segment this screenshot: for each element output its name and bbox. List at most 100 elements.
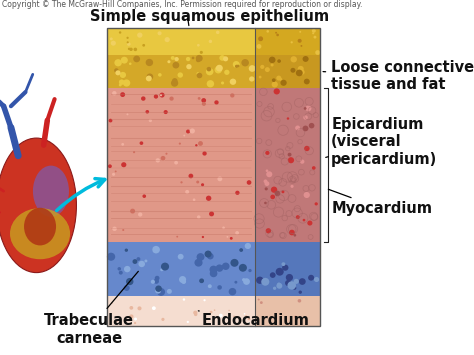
Ellipse shape xyxy=(24,208,56,245)
Circle shape xyxy=(120,72,126,78)
Circle shape xyxy=(127,113,128,115)
Text: Copyright © The McGraw-Hill Companies, Inc. Permission required for reproduction: Copyright © The McGraw-Hill Companies, I… xyxy=(2,0,362,9)
Circle shape xyxy=(216,31,219,34)
Circle shape xyxy=(111,40,116,46)
Circle shape xyxy=(281,80,287,86)
Circle shape xyxy=(198,141,203,146)
Circle shape xyxy=(196,181,199,184)
Circle shape xyxy=(142,44,145,47)
Circle shape xyxy=(301,45,302,47)
Circle shape xyxy=(271,187,277,193)
Circle shape xyxy=(196,55,203,62)
Circle shape xyxy=(299,31,301,33)
Circle shape xyxy=(242,278,246,282)
Circle shape xyxy=(286,274,293,281)
Text: Simple squamous epithelium: Simple squamous epithelium xyxy=(90,9,329,24)
Circle shape xyxy=(233,61,240,68)
Circle shape xyxy=(191,56,194,59)
Circle shape xyxy=(185,190,189,194)
Circle shape xyxy=(305,322,307,324)
Circle shape xyxy=(112,226,117,231)
Circle shape xyxy=(293,286,296,290)
Circle shape xyxy=(124,285,130,291)
Circle shape xyxy=(276,34,279,36)
Circle shape xyxy=(126,278,134,285)
Circle shape xyxy=(235,65,238,68)
Circle shape xyxy=(131,210,133,212)
Circle shape xyxy=(227,236,228,238)
Circle shape xyxy=(158,73,162,77)
Circle shape xyxy=(215,66,222,73)
Circle shape xyxy=(194,259,202,267)
Circle shape xyxy=(276,283,283,289)
Circle shape xyxy=(120,92,125,97)
Circle shape xyxy=(299,290,302,294)
Circle shape xyxy=(291,68,295,73)
Circle shape xyxy=(233,316,235,317)
Circle shape xyxy=(137,306,142,310)
Circle shape xyxy=(218,176,222,181)
Circle shape xyxy=(116,320,118,322)
Circle shape xyxy=(315,50,320,55)
Circle shape xyxy=(221,81,224,84)
Circle shape xyxy=(275,32,277,34)
Circle shape xyxy=(249,65,255,72)
Circle shape xyxy=(114,59,122,66)
Circle shape xyxy=(161,318,164,321)
Circle shape xyxy=(298,39,301,43)
Circle shape xyxy=(248,322,250,324)
Circle shape xyxy=(167,289,172,294)
Circle shape xyxy=(264,202,267,204)
Circle shape xyxy=(119,80,124,84)
Circle shape xyxy=(196,58,201,62)
Circle shape xyxy=(186,57,191,61)
Circle shape xyxy=(235,281,237,284)
Text: Myocardium: Myocardium xyxy=(328,189,432,217)
Circle shape xyxy=(244,313,246,315)
Circle shape xyxy=(248,269,252,272)
Circle shape xyxy=(222,226,225,229)
Circle shape xyxy=(155,288,161,294)
Circle shape xyxy=(210,270,218,277)
Circle shape xyxy=(193,311,198,315)
Circle shape xyxy=(223,56,228,61)
Circle shape xyxy=(312,166,316,170)
Circle shape xyxy=(258,299,260,300)
Circle shape xyxy=(173,62,179,69)
Circle shape xyxy=(151,280,155,284)
Circle shape xyxy=(119,80,125,85)
Circle shape xyxy=(272,78,276,82)
Bar xyxy=(108,242,255,296)
Circle shape xyxy=(302,219,305,222)
Circle shape xyxy=(245,243,251,249)
Circle shape xyxy=(182,279,186,284)
Circle shape xyxy=(138,261,145,267)
Circle shape xyxy=(261,278,269,286)
Circle shape xyxy=(127,41,129,43)
Circle shape xyxy=(123,80,130,87)
Circle shape xyxy=(164,37,170,42)
Circle shape xyxy=(187,321,189,323)
Circle shape xyxy=(133,56,140,62)
Ellipse shape xyxy=(0,138,76,273)
Circle shape xyxy=(214,309,215,311)
Circle shape xyxy=(129,62,132,65)
Circle shape xyxy=(199,278,204,283)
Circle shape xyxy=(202,236,204,238)
Circle shape xyxy=(312,32,314,34)
Circle shape xyxy=(266,30,269,33)
Circle shape xyxy=(224,70,229,75)
Circle shape xyxy=(308,275,314,281)
Circle shape xyxy=(293,234,296,237)
Circle shape xyxy=(207,253,214,260)
Circle shape xyxy=(295,125,300,130)
Circle shape xyxy=(210,266,218,273)
Circle shape xyxy=(217,285,222,290)
Circle shape xyxy=(273,286,276,290)
Circle shape xyxy=(119,31,121,34)
Bar xyxy=(255,296,320,326)
Circle shape xyxy=(279,78,283,81)
Circle shape xyxy=(259,76,262,78)
Circle shape xyxy=(206,196,211,201)
Circle shape xyxy=(207,80,214,87)
